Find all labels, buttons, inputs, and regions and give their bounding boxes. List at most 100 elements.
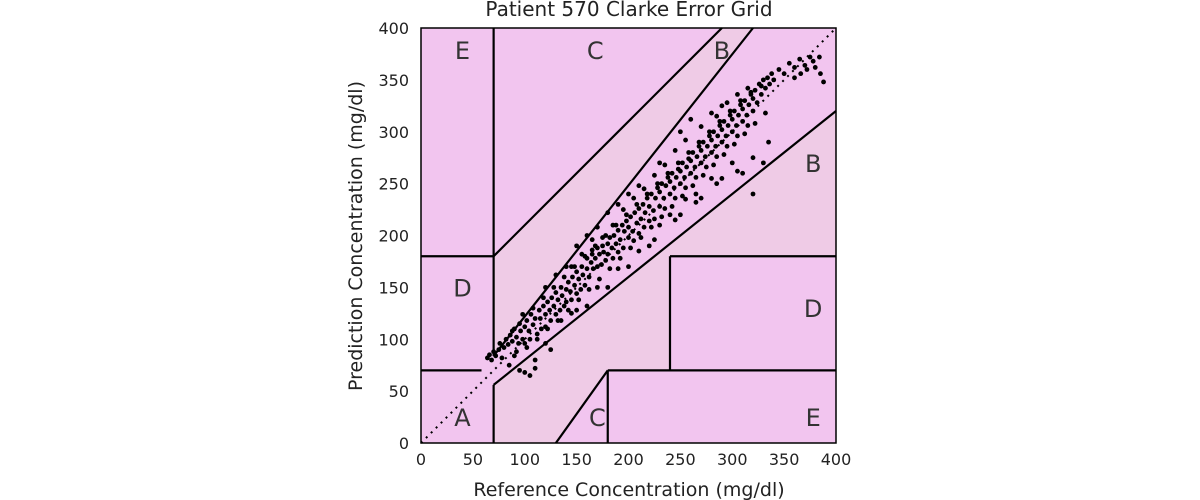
data-point — [506, 362, 512, 368]
data-point — [563, 264, 569, 270]
data-point — [694, 154, 700, 160]
data-point — [636, 248, 642, 254]
data-point — [744, 112, 750, 118]
data-point — [729, 129, 735, 135]
data-point — [594, 264, 600, 270]
data-point — [603, 233, 609, 238]
data-point — [810, 58, 816, 64]
data-point — [680, 193, 685, 199]
data-point — [667, 179, 673, 184]
data-point — [655, 181, 660, 187]
data-point — [766, 139, 771, 145]
data-point — [652, 237, 657, 243]
data-point — [541, 303, 546, 309]
data-point — [659, 214, 665, 220]
zone-label: C — [587, 37, 604, 65]
data-point — [675, 160, 681, 166]
data-point — [555, 297, 561, 303]
data-point — [745, 85, 751, 91]
data-point — [767, 81, 772, 87]
data-point — [524, 318, 530, 323]
data-point — [626, 235, 631, 240]
x-tick-label: 350 — [769, 450, 800, 469]
data-point — [683, 137, 688, 143]
data-point — [655, 185, 660, 191]
data-point — [528, 311, 534, 317]
x-tick-label: 150 — [561, 450, 592, 469]
data-point — [642, 210, 648, 216]
data-point — [750, 155, 756, 161]
data-point — [624, 218, 629, 224]
data-point — [534, 331, 540, 337]
data-point — [532, 357, 538, 363]
data-point — [549, 295, 555, 301]
data-point — [703, 164, 709, 170]
data-point — [619, 222, 625, 228]
data-point — [665, 170, 671, 176]
data-point — [532, 365, 538, 371]
data-point — [724, 100, 730, 106]
data-point — [621, 228, 627, 234]
data-point — [607, 266, 613, 272]
data-point — [754, 100, 760, 106]
data-point — [574, 243, 580, 249]
data-point — [628, 245, 633, 251]
data-point — [574, 291, 580, 296]
data-point — [516, 341, 521, 346]
data-point — [487, 352, 492, 358]
data-point — [657, 204, 663, 209]
data-point — [713, 143, 719, 149]
data-point — [503, 336, 509, 342]
data-point — [574, 307, 580, 313]
data-point — [576, 297, 582, 303]
data-point — [707, 129, 712, 135]
data-point — [517, 321, 522, 327]
data-point — [693, 175, 699, 180]
data-point — [588, 260, 594, 265]
data-point — [600, 243, 605, 249]
data-point — [615, 201, 621, 207]
data-point — [636, 183, 642, 189]
data-point — [530, 305, 536, 311]
data-point — [537, 316, 543, 321]
data-point — [683, 196, 688, 202]
data-point — [534, 336, 540, 342]
data-point — [746, 102, 752, 108]
data-point — [709, 176, 714, 181]
data-point — [563, 287, 569, 292]
data-point — [659, 181, 665, 187]
data-point — [786, 60, 792, 66]
data-point — [530, 322, 536, 328]
y-tick-label: 250 — [378, 175, 409, 194]
data-point — [640, 201, 646, 207]
data-point — [634, 220, 640, 226]
data-point — [626, 264, 631, 270]
data-point — [734, 123, 739, 128]
data-point — [690, 183, 696, 189]
y-tick-label: 200 — [378, 227, 409, 246]
data-point — [584, 303, 590, 309]
data-point — [630, 228, 636, 234]
data-point — [709, 150, 714, 155]
data-point — [520, 336, 526, 342]
data-point — [714, 181, 720, 187]
data-point — [634, 201, 640, 207]
zone-boundary-line — [492, 27, 723, 258]
data-point — [740, 118, 746, 124]
data-point — [704, 143, 710, 149]
data-point — [520, 311, 526, 317]
data-point — [543, 284, 548, 290]
data-point — [497, 341, 503, 346]
data-point — [620, 245, 626, 251]
data-point — [493, 353, 499, 359]
data-point — [609, 245, 615, 251]
data-point — [605, 284, 611, 290]
data-point — [792, 65, 797, 70]
data-point — [748, 89, 754, 95]
plot-frame — [420, 27, 837, 444]
data-point — [496, 347, 502, 353]
data-point — [636, 206, 642, 211]
data-point — [509, 328, 515, 334]
data-point — [742, 131, 748, 137]
